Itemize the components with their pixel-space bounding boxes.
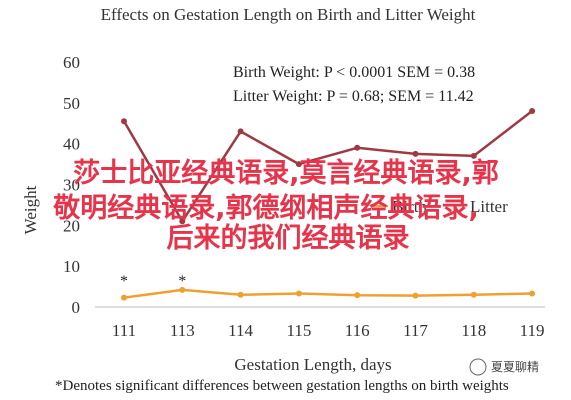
overlay-text: 莎士比亚经典语录,莫言经典语录,郭 敬明经典语录,郭德纲相声经典语录, 后来的我… — [52, 157, 499, 254]
y-tick-label-5: 50 — [63, 94, 80, 113]
legend-label-litter: Litter — [470, 197, 508, 216]
footnote: *Denotes significant differences between… — [55, 378, 509, 394]
x-tick-label-4: 116 — [345, 321, 370, 340]
data-point-litter-weight-1 — [179, 218, 186, 225]
y-tick-label-4: 40 — [63, 135, 80, 154]
data-point-birth-weight-3 — [295, 290, 302, 297]
y-tick-label-6: 60 — [63, 53, 80, 72]
significance-marker-1: * — [178, 273, 186, 290]
data-point-birth-weight-0 — [121, 294, 127, 301]
chart-title: Effects on Gestation Length on Birth and… — [101, 5, 476, 24]
y-tick-labels: 0 10 20 30 40 50 60 — [63, 53, 80, 317]
x-tick-label-1: 113 — [170, 321, 195, 340]
x-tick-label-5: 117 — [403, 321, 428, 340]
data-point-litter-weight-4 — [354, 144, 361, 151]
x-tick-labels: 111 113 114 115 116 117 118 119 — [112, 321, 545, 340]
overlay-line-3: 后来的我们经典语录 — [167, 222, 410, 254]
y-axis-label: Weight — [21, 185, 40, 234]
x-tick-label-3: 115 — [286, 321, 311, 340]
overlay-line-2: 敬明经典语录,郭德纲相声经典语录, — [52, 192, 479, 224]
significance-marker-0: * — [120, 273, 128, 290]
x-tick-label-7: 119 — [520, 321, 545, 340]
data-point-litter-weight-6 — [470, 152, 477, 159]
stat-annotation-litter: Litter Weight: P = 0.68; SEM = 11.42 — [233, 88, 474, 105]
series-line-birth-weight — [123, 288, 533, 299]
data-point-litter-weight-2 — [237, 128, 244, 135]
watermark-text: 夏夏聊精 — [491, 360, 539, 374]
data-point-litter-weight-7 — [529, 108, 536, 114]
data-point-litter-weight-0 — [121, 118, 127, 125]
data-point-litter-weight-5 — [412, 150, 419, 157]
overlay-line-1: 莎士比亚经典语录,莫言经典语录,郭 — [73, 157, 499, 189]
x-tick-label-6: 118 — [461, 321, 486, 340]
x-axis-label: Gestation Length, days — [234, 355, 391, 374]
data-point-birth-weight-5 — [412, 292, 419, 299]
data-point-birth-weight-6 — [470, 291, 477, 298]
x-tick-label-0: 111 — [112, 321, 136, 340]
watermark: 夏夏聊精 — [469, 358, 539, 376]
data-point-birth-weight-1 — [179, 286, 186, 293]
chat-icon — [469, 358, 487, 376]
data-point-birth-weight-2 — [237, 291, 244, 298]
series-line-litter-weight — [122, 110, 533, 223]
significance-markers: * * — [120, 273, 186, 290]
data-point-litter-weight-3 — [295, 161, 302, 168]
y-tick-label-0: 0 — [72, 298, 81, 317]
data-point-birth-weight-7 — [529, 290, 536, 297]
y-tick-label-1: 10 — [63, 257, 80, 276]
legend: Birth Litter — [372, 197, 508, 216]
data-point-birth-weight-4 — [354, 292, 361, 299]
y-tick-label-2: 20 — [63, 216, 80, 235]
stat-annotation-birth: Birth Weight: P < 0.0001 SEM = 0.38 — [233, 64, 475, 81]
y-tick-label-3: 30 — [63, 176, 80, 195]
legend-label-birth: Birth — [392, 197, 427, 216]
series-lines — [121, 108, 536, 301]
x-tick-label-2: 114 — [228, 321, 253, 340]
